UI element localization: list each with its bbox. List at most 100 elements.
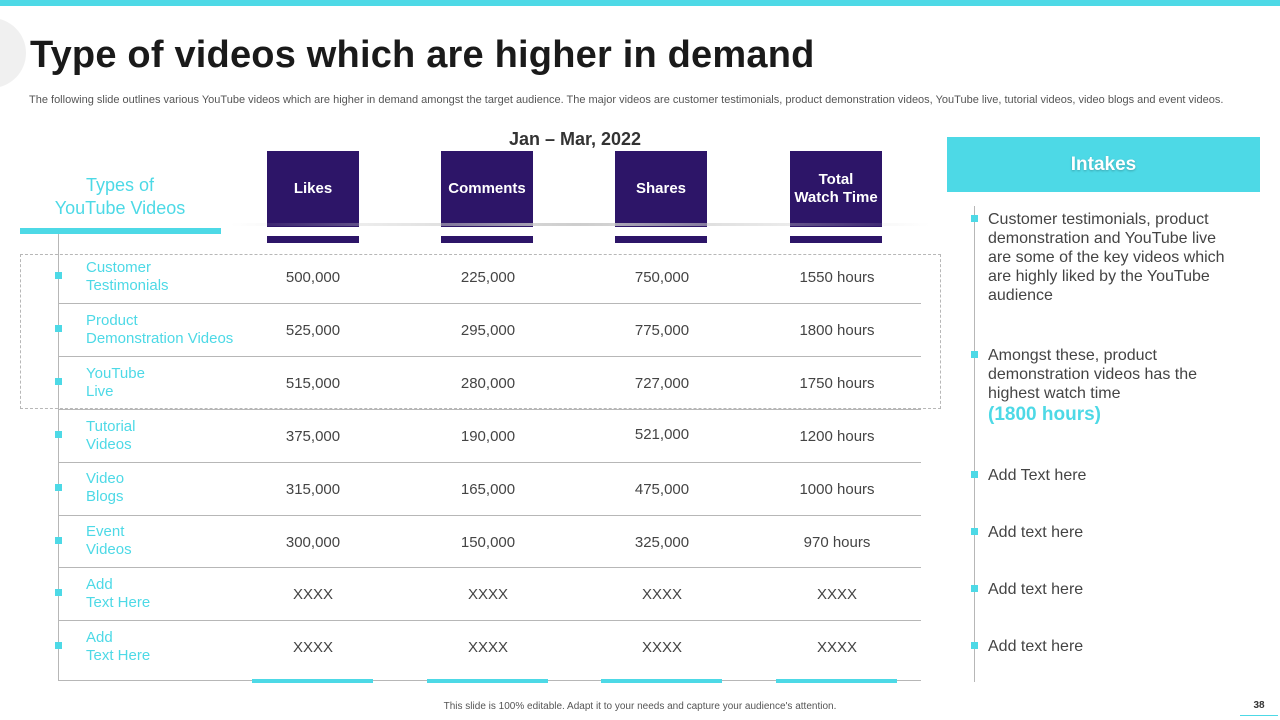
table-row: Product Demonstration Videos 525,000 295… xyxy=(0,303,940,355)
page-number: 38 xyxy=(1253,700,1265,711)
cell-likes: XXXX xyxy=(292,586,334,603)
intake-item: Add Text here xyxy=(988,467,1087,484)
top-accent-bar xyxy=(0,0,1280,6)
period-label: Jan – Mar, 2022 xyxy=(508,129,642,149)
column-bottom-accent xyxy=(427,679,548,683)
row-bullet xyxy=(55,431,62,438)
cell-shares: 521,000 xyxy=(634,426,690,443)
intake-bullet xyxy=(971,215,978,222)
header-shadow xyxy=(230,223,930,226)
table-row: Add Text Here XXXX XXXX XXXX XXXX xyxy=(0,567,940,619)
cell-shares: 750,000 xyxy=(634,269,690,286)
row-label: Video Blogs xyxy=(86,470,125,505)
cell-watch-time: XXXX xyxy=(816,639,858,656)
table-row: Tutorial Videos 375,000 190,000 521,000 … xyxy=(0,409,940,461)
intake-item-text: Amongst these, product demonstration vid… xyxy=(988,347,1198,402)
row-divider xyxy=(58,356,921,357)
intake-item: Customer testimonials, product demonstra… xyxy=(988,211,1225,304)
intake-item: Add text here xyxy=(988,524,1084,541)
cell-likes: 300,000 xyxy=(285,534,341,551)
intake-item: Add text here xyxy=(988,581,1084,598)
column-footer-bar xyxy=(267,236,359,243)
row-header-underline xyxy=(20,228,221,234)
cell-watch-time: 970 hours xyxy=(803,534,871,551)
cell-comments: 225,000 xyxy=(460,269,516,286)
row-label: Event Videos xyxy=(86,523,132,558)
cell-comments: XXXX xyxy=(467,586,509,603)
table-row: Customer Testimonials 500,000 225,000 75… xyxy=(0,250,940,302)
column-bottom-accent xyxy=(776,679,897,683)
column-footer-bar xyxy=(441,236,533,243)
row-bullet xyxy=(55,642,62,649)
left-decoration xyxy=(0,18,26,88)
cell-comments: 165,000 xyxy=(460,481,516,498)
page-number-underline xyxy=(1240,715,1278,716)
column-bottom-accent xyxy=(601,679,722,683)
row-bullet xyxy=(55,325,62,332)
cell-comments: XXXX xyxy=(467,639,509,656)
column-header-comments: Comments xyxy=(441,151,533,227)
cell-comments: 295,000 xyxy=(460,322,516,339)
table-left-rule xyxy=(58,234,59,680)
column-footer-bar xyxy=(790,236,882,243)
row-divider xyxy=(58,462,921,463)
intake-bullet xyxy=(971,585,978,592)
cell-likes: 375,000 xyxy=(285,428,341,445)
slide-title: Type of videos which are higher in deman… xyxy=(30,34,815,76)
row-label: YouTube Live xyxy=(86,365,145,400)
table-row: Video Blogs 315,000 165,000 475,000 1000… xyxy=(0,462,940,514)
table-row: YouTube Live 515,000 280,000 727,000 175… xyxy=(0,356,940,408)
row-label: Tutorial Videos xyxy=(86,418,136,453)
row-bullet xyxy=(55,589,62,596)
column-header-shares: Shares xyxy=(615,151,707,227)
row-label: Add Text Here xyxy=(86,629,151,664)
row-label: Product Demonstration Videos xyxy=(86,312,234,347)
footer-note: This slide is 100% editable. Adapt it to… xyxy=(443,701,837,712)
cell-shares: 475,000 xyxy=(634,481,690,498)
cell-likes: 315,000 xyxy=(285,481,341,498)
cell-likes: 500,000 xyxy=(285,269,341,286)
row-bullet xyxy=(55,537,62,544)
intake-item: Add text here xyxy=(988,638,1084,655)
row-label: Customer Testimonials xyxy=(86,259,169,294)
column-header-watch-time: Total Watch Time xyxy=(790,151,882,227)
slide-subtitle: The following slide outlines various You… xyxy=(29,94,1224,106)
column-bottom-accent xyxy=(252,679,373,683)
cell-watch-time: XXXX xyxy=(816,586,858,603)
intake-bullet xyxy=(971,471,978,478)
intakes-rule xyxy=(974,206,975,682)
row-divider xyxy=(58,567,921,568)
intake-bullet xyxy=(971,351,978,358)
row-bullet xyxy=(55,272,62,279)
intake-bullet xyxy=(971,642,978,649)
row-divider xyxy=(58,409,921,410)
column-footer-bar xyxy=(615,236,707,243)
cell-watch-time: 1550 hours xyxy=(799,269,875,286)
row-header-label: Types of YouTube Videos xyxy=(54,175,186,218)
cell-shares: XXXX xyxy=(641,586,683,603)
cell-watch-time: 1800 hours xyxy=(799,322,875,339)
row-bullet xyxy=(55,378,62,385)
intake-item: Amongst these, product demonstration vid… xyxy=(988,346,1238,426)
column-header-likes: Likes xyxy=(267,151,359,227)
row-bullet xyxy=(55,484,62,491)
cell-shares: 775,000 xyxy=(634,322,690,339)
table-row: Add Text Here XXXX XXXX XXXX XXXX xyxy=(0,620,940,672)
table-row: Event Videos 300,000 150,000 325,000 970… xyxy=(0,515,940,567)
cell-likes: 525,000 xyxy=(285,322,341,339)
cell-shares: XXXX xyxy=(641,639,683,656)
row-divider xyxy=(58,303,921,304)
cell-comments: 280,000 xyxy=(460,375,516,392)
highlight-box xyxy=(20,254,941,409)
cell-shares: 325,000 xyxy=(634,534,690,551)
row-label: Add Text Here xyxy=(86,576,151,611)
cell-shares: 727,000 xyxy=(634,375,690,392)
row-divider xyxy=(58,620,921,621)
cell-comments: 150,000 xyxy=(460,534,516,551)
cell-watch-time: 1000 hours xyxy=(799,481,875,498)
intake-highlight-value: (1800 hours) xyxy=(988,404,1101,425)
cell-likes: 515,000 xyxy=(285,375,341,392)
cell-watch-time: 1750 hours xyxy=(799,375,875,392)
intakes-heading: Intakes xyxy=(947,137,1260,192)
cell-comments: 190,000 xyxy=(460,428,516,445)
